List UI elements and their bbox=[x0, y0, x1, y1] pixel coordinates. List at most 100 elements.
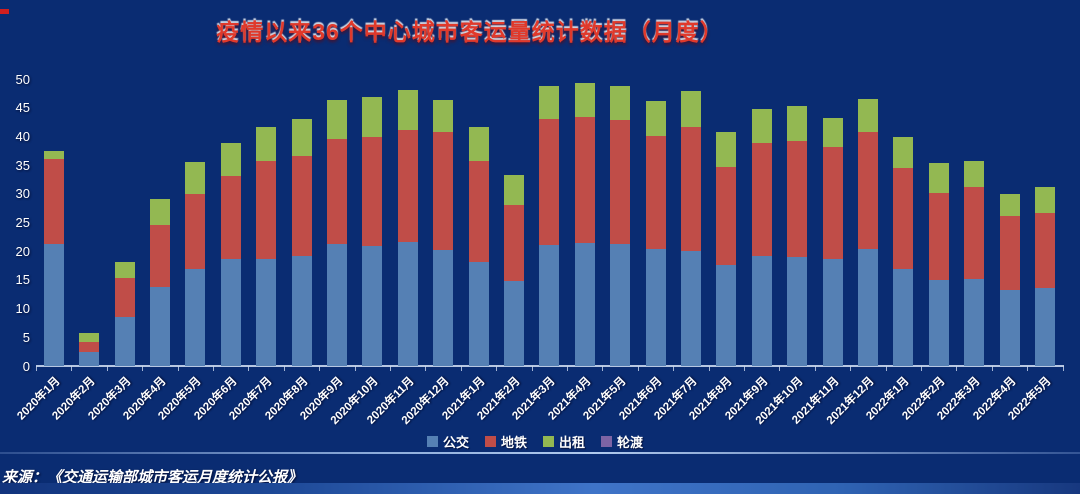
stacked-bar bbox=[928, 163, 949, 367]
bar-segment-bus bbox=[362, 245, 383, 367]
bar-segment-bus bbox=[893, 269, 914, 367]
legend-item-ferry: 轮渡 bbox=[601, 432, 643, 451]
bar-segment-metro bbox=[397, 129, 418, 242]
bar-segment-metro bbox=[574, 117, 595, 243]
bar-segment-bus bbox=[220, 259, 241, 367]
bar-segment-taxi bbox=[787, 106, 808, 141]
legend-item-taxi: 出租 bbox=[543, 432, 585, 451]
stacked-bar bbox=[149, 199, 170, 367]
x-axis-tick bbox=[991, 366, 993, 371]
bar-segment-taxi bbox=[539, 85, 560, 119]
bar-segment-bus bbox=[1034, 287, 1055, 367]
bar-segment-taxi bbox=[751, 109, 772, 143]
bar-segment-taxi bbox=[326, 100, 347, 139]
bar-segment-taxi bbox=[1034, 186, 1055, 213]
bar-segment-metro bbox=[43, 159, 64, 244]
x-axis-tick bbox=[531, 366, 533, 371]
x-axis-tick bbox=[744, 366, 745, 371]
bar-segment-taxi bbox=[79, 333, 100, 342]
bar-segment-metro bbox=[362, 137, 383, 246]
x-axis-tick bbox=[496, 366, 498, 371]
bar-segment-bus bbox=[468, 262, 489, 367]
stacked-bar bbox=[645, 101, 666, 367]
stacked-bar bbox=[326, 100, 347, 367]
bar-segment-taxi bbox=[928, 163, 949, 194]
x-axis-tick bbox=[673, 366, 675, 371]
stacked-bar bbox=[397, 90, 418, 367]
bar-segment-taxi bbox=[397, 90, 418, 130]
stacked-bar bbox=[79, 333, 100, 367]
bar-segment-metro bbox=[114, 277, 135, 317]
stacked-bar bbox=[787, 106, 808, 367]
x-axis-tick bbox=[460, 366, 462, 371]
bar-segment-taxi bbox=[964, 161, 985, 187]
stacked-bar bbox=[751, 109, 772, 367]
x-axis-tick bbox=[213, 366, 214, 371]
legend-label-metro: 地铁 bbox=[500, 435, 527, 450]
stacked-bar bbox=[893, 137, 914, 367]
stacked-bar bbox=[539, 85, 560, 367]
bar-segment-metro bbox=[149, 225, 170, 288]
x-axis-tick bbox=[567, 366, 568, 371]
stacked-bar bbox=[999, 194, 1020, 367]
stacked-bar bbox=[716, 131, 737, 367]
bar-segment-bus bbox=[751, 255, 772, 367]
bar-segment-bus bbox=[79, 351, 100, 367]
bar-segment-bus bbox=[503, 280, 524, 367]
x-axis-tick bbox=[390, 366, 391, 371]
chart-title: 疫情以来36个中心城市客运量统计数据（月度） bbox=[216, 19, 724, 45]
stacked-bar bbox=[468, 126, 489, 367]
bar-segment-taxi bbox=[43, 150, 64, 160]
x-axis-tick bbox=[177, 366, 179, 371]
stacked-bar bbox=[503, 174, 524, 367]
bar-segment-taxi bbox=[822, 117, 843, 148]
x-axis-tick bbox=[637, 366, 639, 371]
bar-segment-taxi bbox=[503, 174, 524, 206]
y-axis-label: 40 bbox=[15, 128, 30, 144]
stacked-bar bbox=[610, 85, 631, 367]
bar-segment-taxi bbox=[362, 97, 383, 138]
bar-segment-metro bbox=[610, 119, 631, 244]
bar-segment-taxi bbox=[893, 137, 914, 169]
stacked-bar bbox=[43, 150, 64, 367]
bar-segment-taxi bbox=[114, 262, 135, 278]
corner-accent-mark bbox=[0, 9, 9, 14]
x-axis-tick bbox=[850, 366, 852, 371]
bar-segment-metro bbox=[964, 186, 985, 279]
bar-segment-bus bbox=[114, 316, 135, 367]
bar-segment-taxi bbox=[220, 142, 241, 176]
bar-segment-taxi bbox=[574, 82, 595, 118]
bar-segment-bus bbox=[964, 278, 985, 367]
bar-segment-metro bbox=[893, 168, 914, 270]
x-axis-tick bbox=[283, 366, 285, 371]
bar-segment-bus bbox=[397, 241, 418, 367]
bar-segment-bus bbox=[857, 249, 878, 367]
legend-swatch-ferry bbox=[601, 436, 613, 447]
bar-segment-metro bbox=[787, 140, 808, 258]
bar-segment-bus bbox=[610, 243, 631, 367]
legend-item-bus: 公交 bbox=[426, 432, 469, 451]
stacked-bar bbox=[114, 262, 135, 367]
bar-segment-taxi bbox=[149, 199, 170, 226]
bar-segment-bus bbox=[539, 245, 560, 367]
bar-segment-taxi bbox=[468, 126, 489, 161]
stacked-bar bbox=[220, 142, 241, 367]
legend-item-metro: 地铁 bbox=[484, 432, 527, 451]
x-axis-tick bbox=[36, 366, 37, 371]
y-axis-label: 45 bbox=[15, 100, 30, 116]
legend-label-taxi: 出租 bbox=[559, 435, 586, 450]
bar-segment-bus bbox=[433, 249, 454, 367]
bar-segment-bus bbox=[185, 268, 206, 367]
bar-segment-metro bbox=[645, 136, 666, 249]
bar-segment-metro bbox=[433, 131, 454, 250]
x-axis-tick bbox=[956, 366, 958, 371]
bar-segment-metro bbox=[503, 205, 524, 281]
legend-swatch-taxi bbox=[543, 436, 554, 447]
x-axis-tick bbox=[814, 366, 816, 371]
stacked-bar bbox=[964, 161, 985, 367]
bar-segment-bus bbox=[291, 256, 312, 367]
y-axis-label: 0 bbox=[22, 358, 30, 374]
y-axis-label: 10 bbox=[15, 301, 30, 317]
y-axis-label: 15 bbox=[15, 272, 30, 288]
legend-swatch-metro bbox=[484, 436, 496, 447]
